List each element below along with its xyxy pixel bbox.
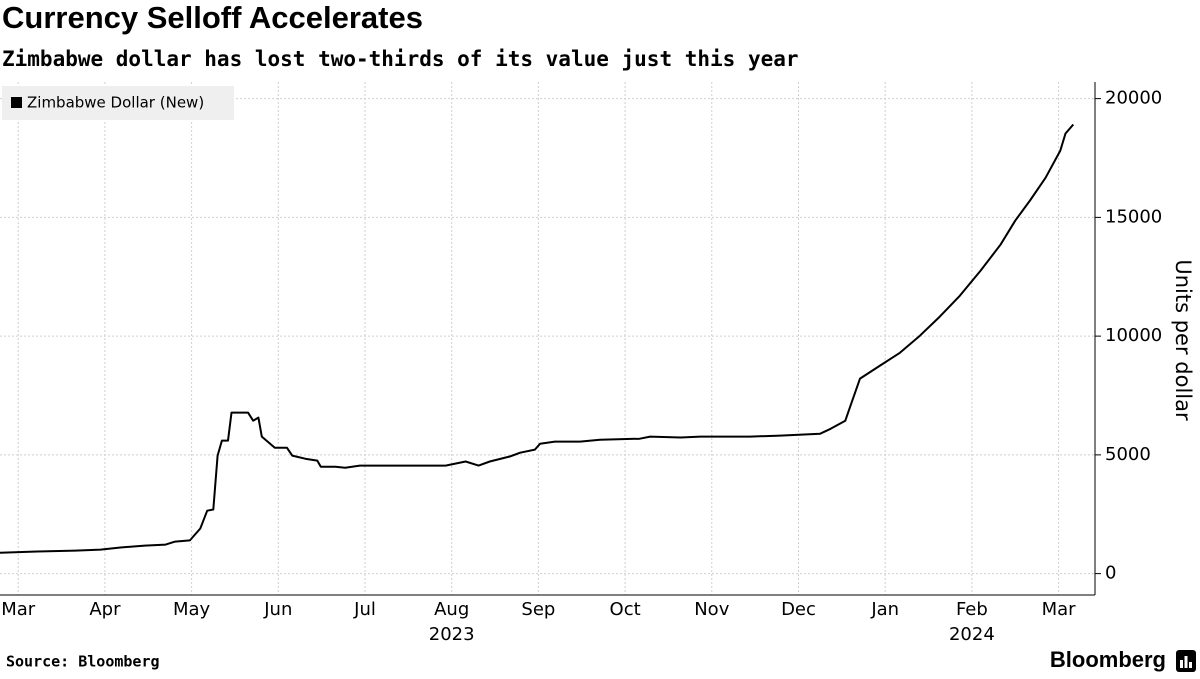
- x-tick-label: Aug: [434, 599, 469, 620]
- x-tick-label: May: [173, 599, 211, 620]
- legend-label: Zimbabwe Dollar (New): [27, 94, 204, 112]
- legend: Zimbabwe Dollar (New): [2, 86, 234, 120]
- y-tick-label: 0: [1105, 563, 1116, 584]
- year-label: 2023: [429, 624, 475, 645]
- brand-icon: [1176, 650, 1196, 672]
- brand: Bloomberg: [1050, 647, 1166, 672]
- line: [0, 123, 1075, 554]
- year-label: 2024: [949, 624, 995, 645]
- x-tick-label: Apr: [89, 599, 121, 620]
- x-tick-label: Nov: [694, 599, 729, 620]
- x-tick-label: Oct: [610, 599, 641, 620]
- x-tick-label: Mar: [1, 599, 36, 620]
- y-axis-label: Units per dollar: [1171, 259, 1195, 421]
- y-tick-label: 10000: [1105, 325, 1162, 346]
- legend-swatch: [11, 97, 22, 108]
- x-tick-label: Jan: [870, 599, 899, 620]
- x-tick-label: Mar: [1042, 599, 1077, 620]
- x-tick-label: Feb: [956, 599, 988, 620]
- x-tick-label: Sep: [521, 599, 555, 620]
- chart-title: Currency Selloff Accelerates: [2, 0, 423, 35]
- y-tick-label: 15000: [1105, 206, 1162, 227]
- y-tick-label: 5000: [1105, 444, 1151, 465]
- chart-subtitle: Zimbabwe dollar has lost two-thirds of i…: [2, 47, 799, 71]
- x-tick-label: Jun: [263, 599, 292, 620]
- legend-box: [2, 86, 234, 120]
- y-tick-label: 20000: [1105, 88, 1162, 109]
- x-tick-label: Jul: [353, 599, 376, 620]
- source: Source: Bloomberg: [6, 653, 160, 671]
- x-tick-label: Dec: [781, 599, 816, 620]
